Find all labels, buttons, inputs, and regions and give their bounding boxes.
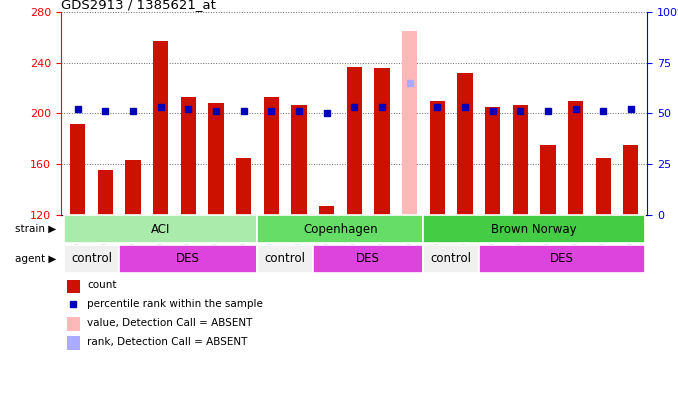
Bar	[457, 73, 473, 215]
Bar	[67, 318, 80, 330]
Bar	[513, 104, 528, 215]
Bar	[374, 68, 390, 215]
Bar	[70, 124, 85, 215]
Text: control: control	[71, 252, 112, 265]
Text: DES: DES	[550, 252, 574, 265]
Bar	[485, 107, 500, 215]
Bar	[64, 215, 258, 243]
Text: DES: DES	[176, 252, 200, 265]
Text: Brown Norway: Brown Norway	[492, 223, 577, 236]
Text: ACI: ACI	[151, 223, 170, 236]
Bar	[264, 97, 279, 215]
Bar	[153, 41, 168, 215]
Text: DES: DES	[356, 252, 380, 265]
Bar	[319, 206, 334, 215]
Bar	[67, 279, 80, 293]
Text: agent ▶: agent ▶	[15, 254, 56, 264]
Text: control: control	[264, 252, 306, 265]
Bar	[568, 101, 583, 215]
Bar	[313, 245, 424, 273]
Bar	[292, 104, 306, 215]
Text: rank, Detection Call = ABSENT: rank, Detection Call = ABSENT	[87, 337, 247, 347]
Bar	[67, 337, 80, 350]
Bar	[346, 66, 362, 215]
Bar	[424, 245, 479, 273]
Text: control: control	[431, 252, 472, 265]
Bar	[424, 215, 645, 243]
Text: percentile rank within the sample: percentile rank within the sample	[87, 299, 263, 309]
Bar	[540, 145, 555, 215]
Text: Copenhagen: Copenhagen	[303, 223, 378, 236]
Bar	[430, 101, 445, 215]
Text: GDS2913 / 1385621_at: GDS2913 / 1385621_at	[61, 0, 216, 11]
Bar	[208, 103, 224, 215]
Bar	[258, 245, 313, 273]
Bar	[119, 245, 258, 273]
Text: value, Detection Call = ABSENT: value, Detection Call = ABSENT	[87, 318, 253, 328]
Bar	[236, 158, 252, 215]
Bar	[479, 245, 645, 273]
Bar	[98, 171, 113, 215]
Bar	[623, 145, 639, 215]
Bar	[595, 158, 611, 215]
Bar	[258, 215, 424, 243]
Bar	[180, 97, 196, 215]
Bar	[125, 160, 140, 215]
Text: count: count	[87, 280, 117, 290]
Bar	[402, 31, 417, 215]
Text: strain ▶: strain ▶	[15, 224, 56, 234]
Bar	[64, 245, 119, 273]
